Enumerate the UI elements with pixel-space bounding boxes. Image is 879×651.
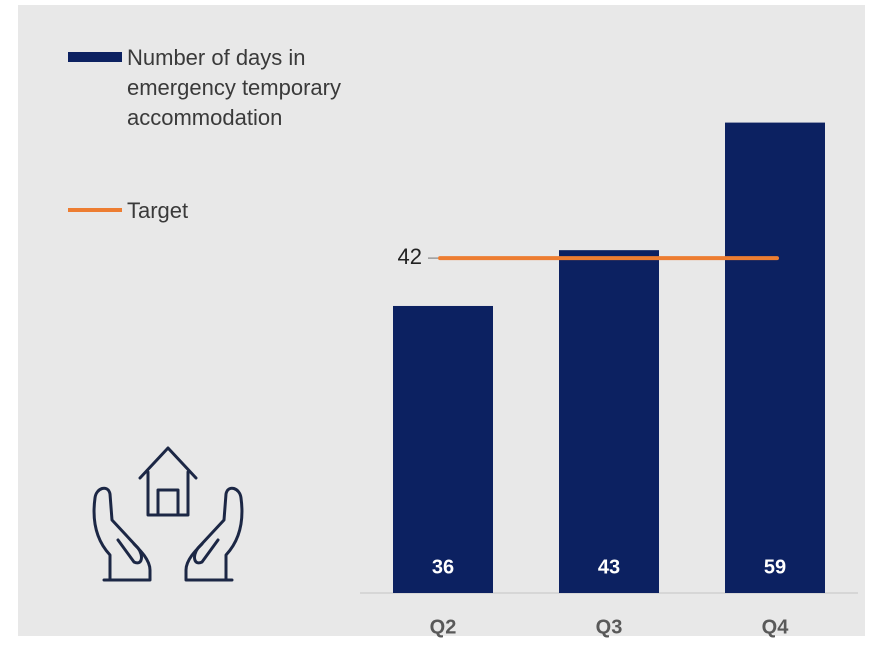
x-tick-label: Q4 (762, 616, 790, 638)
bar (393, 305, 493, 593)
legend-label: Target (127, 198, 189, 223)
bar (559, 250, 659, 593)
icon (92, 446, 244, 582)
data-label: 43 (598, 556, 620, 578)
data-label: 36 (432, 556, 454, 578)
x-tick-label: Q3 (596, 616, 623, 638)
target-label: 42 (398, 244, 422, 269)
bar (725, 122, 825, 593)
legend-swatch (68, 52, 122, 62)
legend-label: Number of days in emergency temporary ac… (127, 45, 341, 130)
data-label: 59 (764, 556, 786, 578)
x-tick-label: Q2 (430, 616, 457, 638)
